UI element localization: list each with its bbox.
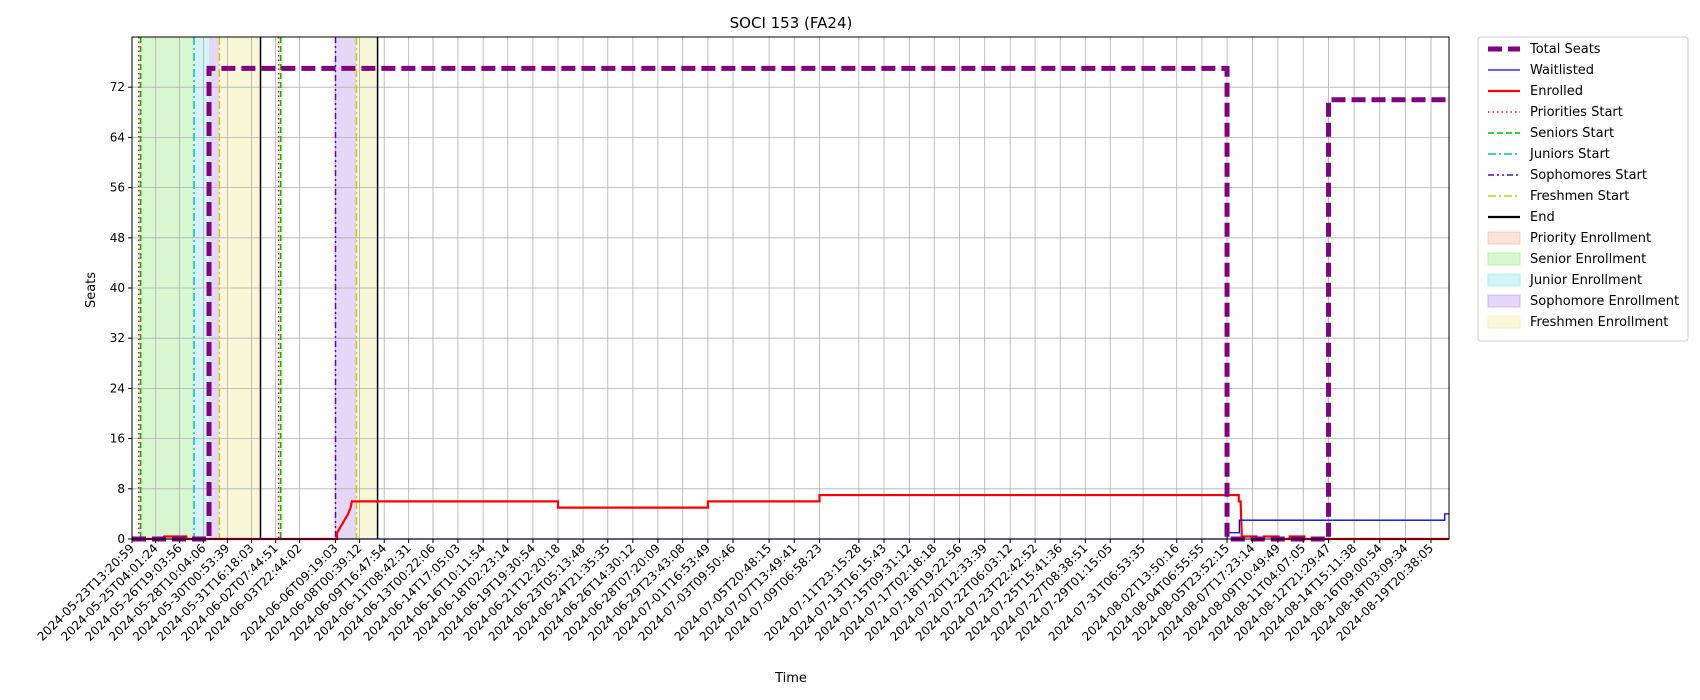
legend-swatch (1487, 315, 1521, 329)
y-tick-label: 56 (110, 181, 125, 195)
series-line-waitlisted (132, 513, 1449, 540)
y-tick-label: 0 (117, 532, 125, 546)
x-axis-label: Time (774, 671, 807, 686)
legend-label: Enrolled (1530, 84, 1583, 99)
x-axis-ticks: 2024-05-23T13:20:592024-05-25T04:01:2420… (35, 539, 1436, 644)
series-line-total-seats (132, 65, 1449, 542)
y-tick-label: 48 (110, 231, 125, 245)
legend-label: Junior Enrollment (1529, 273, 1642, 288)
legend-label: Sophomores Start (1530, 168, 1647, 183)
legend-swatch (1487, 294, 1521, 308)
legend-label: Senior Enrollment (1530, 252, 1646, 267)
y-tick-label: 64 (110, 130, 125, 144)
chart-title: SOCI 153 (FA24) (730, 14, 853, 32)
data-series (132, 65, 1449, 542)
phase-start-lines (138, 37, 379, 539)
legend-label: Sophomore Enrollment (1530, 294, 1679, 309)
y-axis-ticks: 0 8 16 24 32 40 48 56 64 72 (110, 80, 132, 546)
y-tick-label: 72 (110, 80, 125, 94)
legend-swatch (1487, 252, 1521, 266)
y-tick-label: 8 (117, 482, 125, 496)
legend-label: Waitlisted (1530, 63, 1594, 78)
legend-label: Seniors Start (1530, 126, 1614, 141)
legend-label: Freshmen Start (1530, 189, 1629, 204)
legend-label: Total Seats (1529, 42, 1601, 57)
legend-label: End (1530, 210, 1555, 225)
y-tick-label: 32 (110, 331, 125, 345)
y-tick-label: 24 (110, 381, 125, 395)
legend-label: Priority Enrollment (1530, 231, 1651, 246)
legend-swatch (1487, 273, 1521, 287)
grid-lines (131, 37, 1449, 540)
legend-label: Juniors Start (1529, 147, 1610, 162)
y-tick-label: 16 (110, 432, 125, 446)
legend-label: Freshmen Enrollment (1530, 315, 1668, 330)
legend: Total Seats Waitlisted Enrolled Priorities … (1477, 36, 1689, 342)
y-axis-label: Seats (84, 272, 99, 308)
series-line-enrolled (132, 493, 1449, 541)
legend-swatch (1487, 231, 1521, 245)
legend-label: Priorities Start (1530, 105, 1623, 120)
legend-frame (1477, 36, 1689, 342)
y-tick-label: 40 (110, 281, 125, 295)
